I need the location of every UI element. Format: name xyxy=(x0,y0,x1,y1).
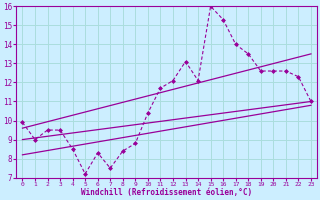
X-axis label: Windchill (Refroidissement éolien,°C): Windchill (Refroidissement éolien,°C) xyxy=(81,188,252,197)
